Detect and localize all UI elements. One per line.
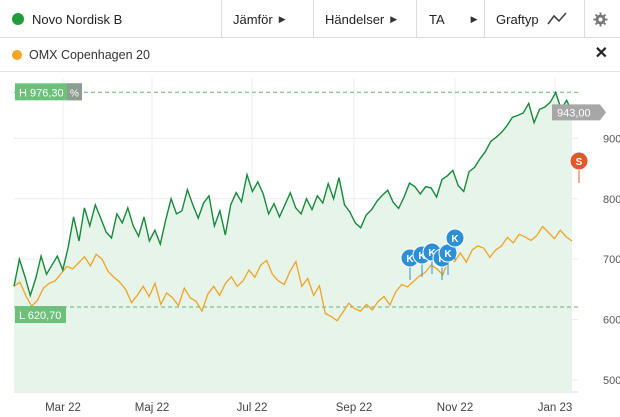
comparison-item: OMX Copenhagen 20 (12, 38, 150, 72)
x-axis-tick-label: Sep 22 (336, 402, 372, 414)
x-axis-tick-label: Jul 22 (237, 402, 268, 414)
event-marker-label: K (451, 234, 459, 245)
stock-series-line (13, 90, 573, 298)
last-value-label: 943,00 (557, 107, 591, 119)
low-label-box (15, 306, 66, 324)
line-chart-icon (546, 12, 567, 26)
index-series-line (13, 225, 573, 322)
ta-menu-button[interactable]: TA ▶ (429, 0, 478, 38)
y-axis-tick-label: 600 (603, 315, 620, 327)
high-label: H 976,30 (19, 87, 64, 99)
event-marker-label: S (576, 157, 583, 168)
chart-canvas[interactable]: Mar 22 Maj 22 Jul 22 Sep 22 Nov 22 Jan 23 500 6… (0, 72, 620, 417)
y-axis-tick-label: 700 (603, 254, 620, 266)
chart-toolbar: Novo Nordisk B Jämför ▶ Händelser ▶ TA ▶… (0, 0, 620, 38)
stock-area-fill (14, 92, 572, 392)
x-axis-tick-label: Maj 22 (135, 402, 170, 414)
low-label: L 620,70 (19, 310, 61, 322)
last-value-tag (552, 104, 606, 121)
events-label: Händelser (325, 11, 385, 27)
event-marker-label: K (444, 249, 452, 260)
high-label-box (15, 83, 82, 101)
x-axis-tick-label: Nov 22 (437, 402, 473, 414)
y-axis-tick-label: 900 (603, 133, 620, 145)
gear-icon (593, 11, 608, 27)
y-axis-tick-label: 800 (603, 194, 620, 206)
events-menu-button[interactable]: Händelser ▶ (325, 0, 397, 38)
percent-toggle-box[interactable] (67, 83, 82, 101)
caret-right-icon: ▶ (278, 13, 286, 24)
graph-type-label: Graftyp (496, 11, 539, 27)
y-axis-tick-label: 500 (603, 375, 620, 387)
instrument-color-dot (12, 13, 24, 25)
x-axis-tick-label: Mar 22 (45, 402, 81, 414)
remove-comparison-button[interactable]: ✕ (595, 46, 608, 62)
split-marker[interactable] (569, 151, 589, 171)
comparison-name: OMX Copenhagen 20 (29, 48, 150, 62)
event-marker-label: K (428, 248, 436, 259)
event-marker-label: K (418, 251, 426, 262)
ta-label: TA (429, 11, 445, 27)
compare-menu-button[interactable]: Jämför ▶ (233, 0, 286, 38)
instrument-name: Novo Nordisk B (32, 11, 123, 27)
comparison-bar: OMX Copenhagen 20 ✕ (0, 38, 620, 72)
percent-toggle-label: % (70, 88, 79, 99)
compare-label: Jämför (233, 11, 273, 27)
settings-button[interactable] (593, 0, 608, 38)
close-icon: ✕ (594, 45, 608, 62)
dividend-marker[interactable] (445, 228, 465, 248)
event-marker-label: K (406, 254, 414, 265)
comparison-color-dot (12, 50, 22, 60)
caret-right-icon: ▶ (470, 13, 478, 24)
graph-type-button[interactable]: Graftyp (496, 0, 567, 38)
x-axis-tick-label: Jan 23 (538, 402, 573, 414)
caret-right-icon: ▶ (390, 13, 398, 24)
price-chart[interactable]: Mar 22 Maj 22 Jul 22 Sep 22 Nov 22 Jan 23 500 6… (0, 72, 620, 417)
instrument-selector[interactable]: Novo Nordisk B (12, 0, 220, 38)
